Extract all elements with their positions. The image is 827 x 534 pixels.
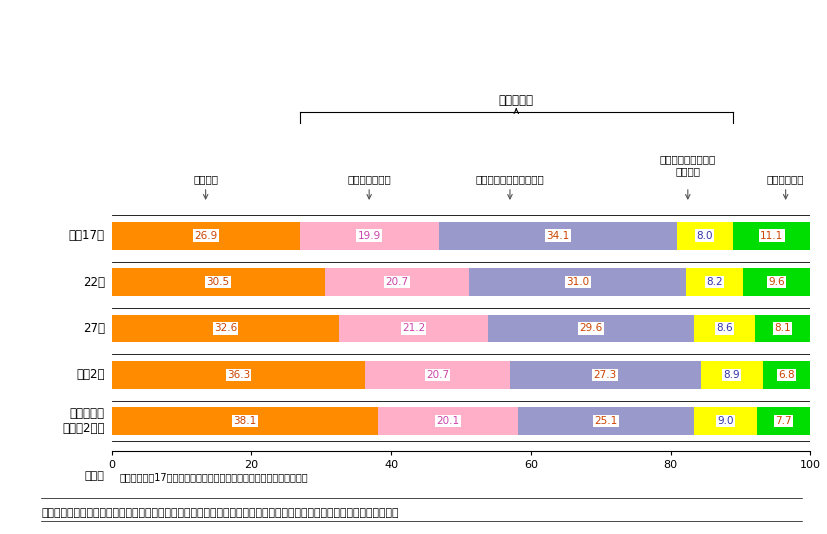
Text: （注）　平成17年の数値は，新分類区分による遙及集計結果による。: （注） 平成17年の数値は，新分類区分による遙及集計結果による。 [120, 473, 308, 483]
Text: 25.1: 25.1 [595, 416, 618, 426]
Bar [754, 315, 811, 342]
Text: 30.5: 30.5 [207, 277, 230, 287]
Text: 9.0: 9.0 [717, 416, 734, 426]
Bar [757, 407, 810, 435]
Bar [299, 222, 438, 249]
Bar [686, 268, 743, 296]
Text: 夫婦と子供から成る世帯: 夫婦と子供から成る世帯 [476, 174, 544, 184]
Text: 11.1: 11.1 [760, 231, 783, 241]
Bar [488, 315, 695, 342]
Text: 夫婦のみの世帯: 夫婦のみの世帯 [347, 174, 391, 184]
Text: 6.8: 6.8 [778, 370, 795, 380]
Bar [366, 361, 510, 389]
Bar [378, 407, 519, 435]
Text: ひとり親と子供から
成る世帯: ひとり親と子供から 成る世帯 [660, 154, 716, 176]
Text: （％）: （％） [85, 471, 105, 481]
Text: 単独世帯: 単独世帯 [194, 174, 218, 184]
Bar [339, 315, 488, 342]
Text: （注）要約文及び図中の数値は、単位未満で四捨五入しているため、合計と内訳の積み上げが一致しない場合があります。: （注）要約文及び図中の数値は、単位未満で四捨五入しているため、合計と内訳の積み上… [41, 508, 399, 518]
Bar [510, 361, 700, 389]
Bar [112, 361, 366, 389]
Text: 36.3: 36.3 [227, 370, 250, 380]
Text: 核家族世帯: 核家族世帯 [499, 94, 533, 107]
Bar [763, 361, 810, 389]
Text: 32.6: 32.6 [214, 324, 237, 333]
Text: 26.9: 26.9 [194, 231, 218, 241]
Text: 9.6: 9.6 [768, 277, 785, 287]
Bar [438, 222, 677, 249]
Text: その他の世帯: その他の世帯 [767, 174, 805, 184]
Bar [112, 268, 325, 296]
Text: 8.2: 8.2 [706, 277, 723, 287]
Text: 29.6: 29.6 [580, 324, 603, 333]
Text: 31.0: 31.0 [566, 277, 590, 287]
Text: 8.1: 8.1 [775, 324, 791, 333]
Bar [519, 407, 694, 435]
Text: 34.1: 34.1 [546, 231, 570, 241]
Text: 20.7: 20.7 [385, 277, 409, 287]
Bar [743, 268, 810, 296]
Text: 20.1: 20.1 [437, 416, 460, 426]
Text: 38.1: 38.1 [233, 416, 256, 426]
Text: 27.3: 27.3 [594, 370, 617, 380]
Text: 21.2: 21.2 [402, 324, 425, 333]
Bar [470, 268, 686, 296]
Bar [112, 315, 339, 342]
Bar [694, 407, 757, 435]
Text: 8.9: 8.9 [724, 370, 740, 380]
Bar [700, 361, 763, 389]
Text: 8.0: 8.0 [696, 231, 713, 241]
Bar [677, 222, 733, 249]
Text: 19.9: 19.9 [357, 231, 380, 241]
Bar [325, 268, 470, 296]
Bar [112, 222, 299, 249]
Text: 20.7: 20.7 [426, 370, 449, 380]
Text: 8.6: 8.6 [716, 324, 733, 333]
Bar [695, 315, 754, 342]
Bar [112, 407, 378, 435]
Text: 7.7: 7.7 [775, 416, 792, 426]
Bar [733, 222, 810, 249]
